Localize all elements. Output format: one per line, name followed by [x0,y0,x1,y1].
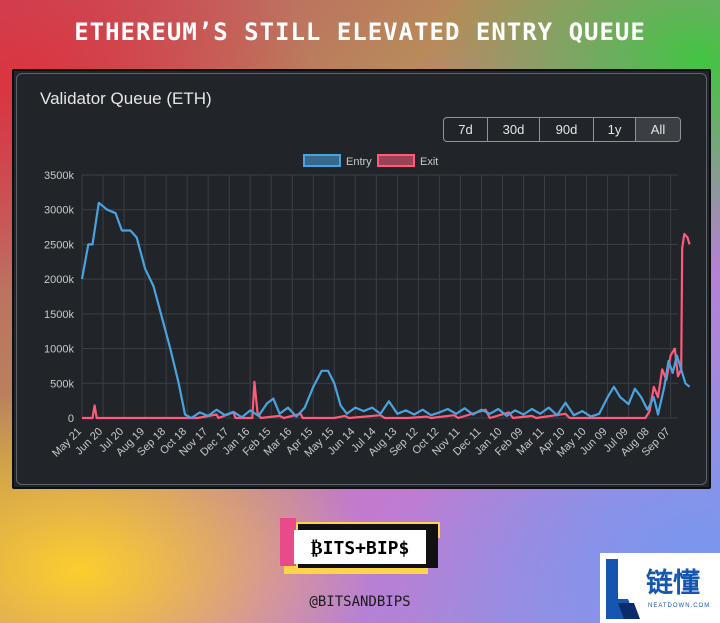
bits-and-bips-logo: ₿ITS+BIP$ [280,518,440,574]
legend-swatch-entry [303,154,341,167]
logo-plate [294,530,426,564]
series-line-entry [80,201,691,420]
y-tick-label: 1500k [44,309,74,321]
series-line-exit [82,232,691,420]
y-tick-label: 0 [68,413,74,425]
logo-bar-pink [280,518,296,566]
twitter-handle: @BITSANDBIPS [309,594,411,610]
y-tick-label: 1000k [44,344,74,356]
y-tick-label: 3500k [44,170,74,182]
range-button-all[interactable]: All [636,118,680,141]
y-tick-label: 500k [50,378,74,390]
y-tick-label: 3000k [44,205,74,217]
range-button-7d[interactable]: 7d [444,118,488,141]
watermark-title: 链懂 [646,568,700,599]
y-tick-label: 2000k [44,274,74,286]
range-button-30d[interactable]: 30d [488,118,540,141]
range-button-group: 7d 30d 90d 1y All [443,117,681,142]
y-tick-label: 2500k [44,239,74,251]
watermark: 链懂 NEATDOWN.COM [600,553,720,623]
chart-card: Validator Queue (ETH) 7d 30d 90d 1y All … [12,69,711,489]
legend-label-exit: Exit [420,156,438,168]
legend-swatch-exit [377,154,415,167]
chart-card-border [16,73,707,485]
range-button-90d[interactable]: 90d [540,118,594,141]
watermark-subtitle: NEATDOWN.COM [648,603,711,609]
logo-text: ₿ITS+BIP$ [311,538,410,559]
headline: ETHEREUM’S STILL ELEVATED ENTRY QUEUE [74,18,646,46]
watermark-l-icon [606,559,640,619]
range-button-1y[interactable]: 1y [594,118,636,141]
chart-title: Validator Queue (ETH) [40,89,212,108]
legend-label-entry: Entry [346,156,372,168]
